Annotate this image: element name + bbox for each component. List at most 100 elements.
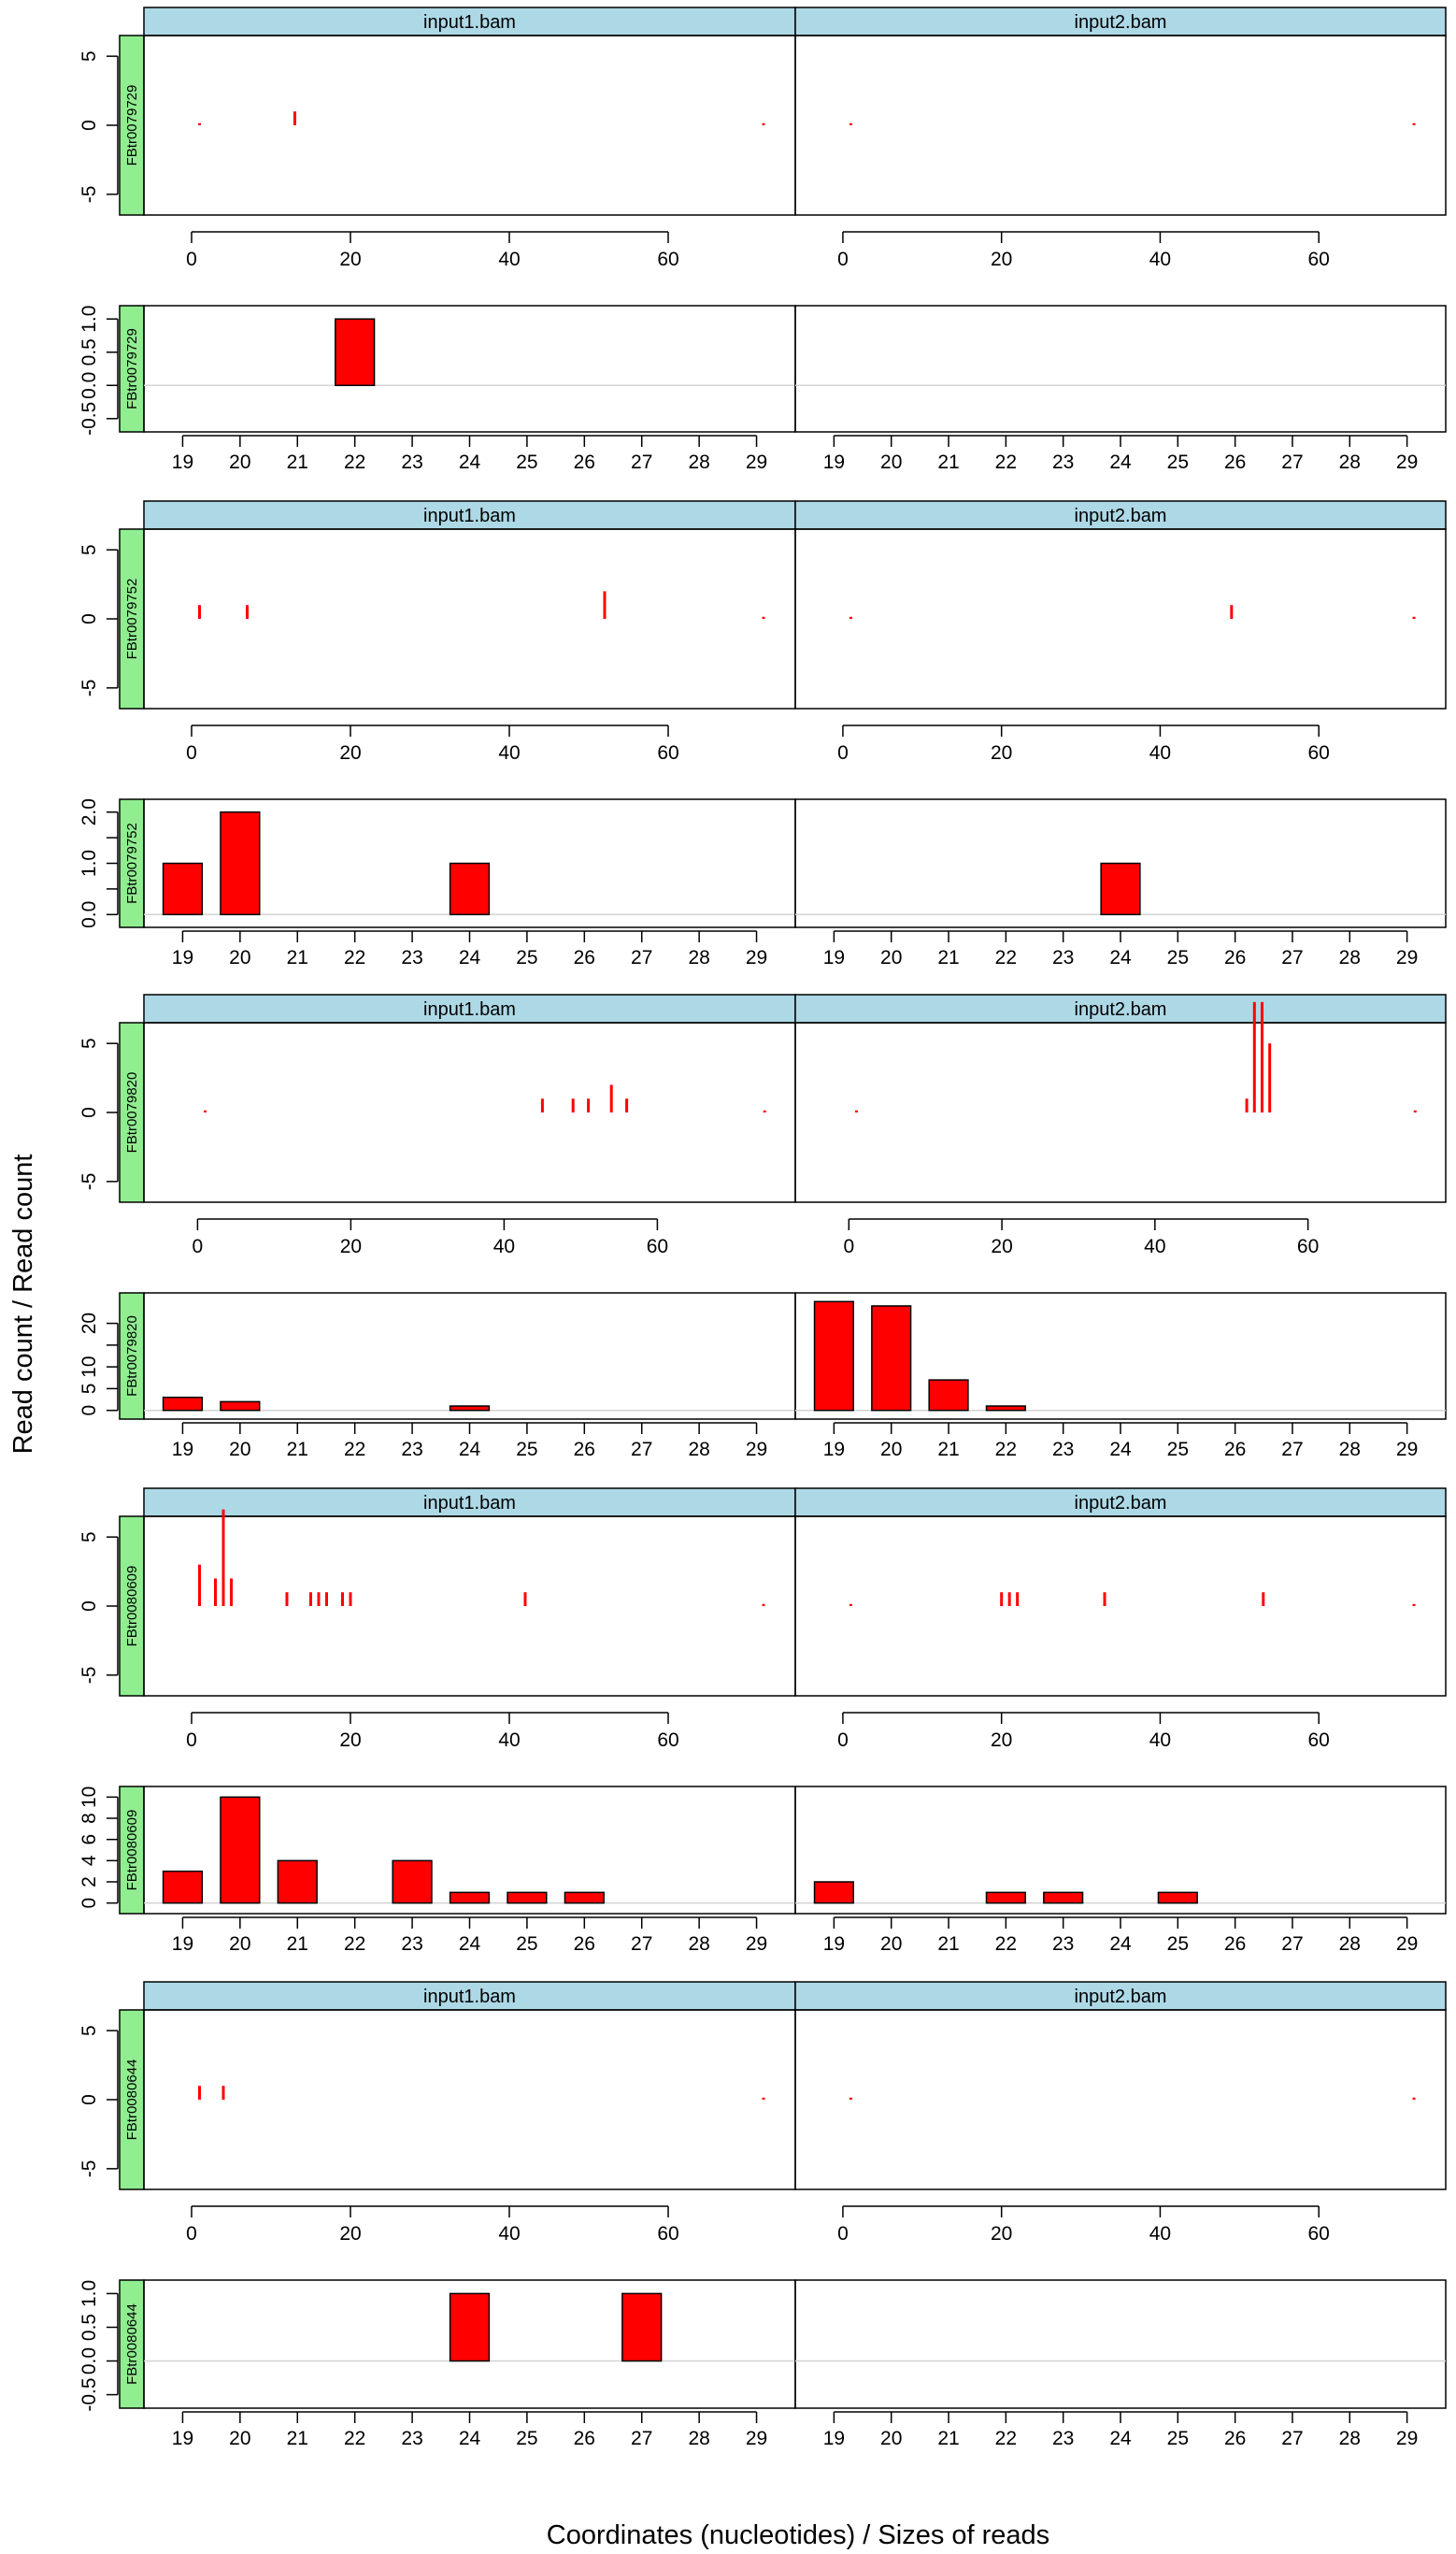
x-tick-label: 24	[459, 2428, 481, 2449]
size-bar	[1043, 1891, 1084, 1904]
x-tick-label: 27	[631, 2428, 652, 2449]
size-bar	[162, 1396, 204, 1412]
x-tick-label: 26	[574, 2428, 595, 2449]
y-tick-label: -5	[79, 1667, 100, 1685]
x-tick-label: 25	[516, 2428, 537, 2449]
x-tick-label: 0	[837, 249, 849, 270]
panel-coverage-fbtr0079752: FBtr0079752 -5 0 5 input1.bam 0 20 40 60 input2.b…	[79, 500, 1447, 764]
size-bar	[449, 2292, 491, 2362]
file-strip-label: input2.bam	[1075, 1987, 1167, 2007]
size-bar	[162, 862, 204, 916]
x-tick-label: 24	[1109, 452, 1132, 473]
x-tick-label: 21	[287, 2428, 308, 2449]
figure-x-axis-label: Coordinates (nucleotides) / Sizes of rea…	[547, 2520, 1049, 2550]
size-bar	[928, 1379, 969, 1412]
x-tick-label: 0	[186, 2223, 197, 2245]
y-tick-label: -5	[79, 680, 100, 697]
x-tick-label: 19	[823, 2428, 845, 2449]
size-bar	[220, 1796, 261, 1904]
x-tick-label: 19	[172, 452, 193, 473]
x-tick-label: 0	[837, 2223, 849, 2245]
x-tick-label: 26	[1224, 452, 1246, 473]
size-bar	[1157, 1891, 1198, 1904]
transcript-label: FBtr0080609	[124, 1810, 140, 1891]
panel-frame	[794, 2009, 1447, 2190]
x-tick-label: 22	[344, 2428, 365, 2449]
x-tick-label: 24	[459, 1933, 481, 1955]
size-bar	[449, 862, 491, 916]
x-tick-label: 25	[1167, 1439, 1189, 1460]
panel-stack: FBtr0079729 -5 0 5 input1.bam 0 20 40 60 input2.b…	[79, 7, 1447, 2449]
x-tick-label: 24	[1109, 1933, 1132, 1955]
file-strip-label: input2.bam	[1075, 12, 1167, 33]
x-tick-label: 20	[880, 947, 902, 969]
x-tick-label: 20	[339, 1729, 361, 1751]
x-tick-label: 26	[574, 452, 595, 473]
x-tick-label: 26	[574, 1439, 595, 1460]
x-tick-label: 27	[631, 1933, 652, 1955]
transcript-label-strip	[119, 1292, 145, 1420]
x-tick-label: 19	[823, 1933, 845, 1955]
x-tick-label: 40	[1149, 1729, 1171, 1751]
transcript-label-strip	[119, 1515, 145, 1697]
x-tick-label: 25	[1167, 452, 1189, 473]
x-tick-label: 20	[991, 1729, 1012, 1751]
y-tick-label: -0.5	[79, 402, 100, 436]
y-tick-label: 1.0	[79, 2280, 100, 2307]
x-tick-label: 21	[287, 1933, 308, 1955]
x-tick-label: 23	[401, 452, 422, 473]
x-tick-label: 28	[1339, 452, 1361, 473]
x-tick-label: 22	[344, 1933, 365, 1955]
x-tick-label: 23	[1052, 1933, 1074, 1955]
x-tick-label: 28	[688, 1439, 709, 1460]
y-tick-label: 0	[79, 1405, 100, 1416]
x-tick-label: 22	[995, 1439, 1017, 1460]
transcript-label: FBtr0079752	[124, 579, 140, 660]
x-tick-label: 20	[229, 1933, 250, 1955]
panel-frame	[143, 35, 796, 216]
x-tick-label: 20	[229, 452, 250, 473]
x-tick-label: 29	[746, 452, 767, 473]
panel-coverage-fbtr0079820: FBtr0079820 -5 0 5 input1.bam 0 20 40 60 input2.b…	[79, 994, 1447, 1257]
x-tick-label: 27	[631, 452, 652, 473]
file-strip-label: input1.bam	[423, 1493, 516, 1514]
transcript-label-strip	[119, 35, 145, 216]
x-tick-label: 40	[493, 1236, 515, 1257]
panel-frame	[143, 528, 796, 710]
x-tick-label: 19	[823, 1439, 845, 1460]
x-tick-label: 26	[1224, 2428, 1246, 2449]
y-tick-label: -0.5	[79, 2377, 100, 2411]
x-tick-label: 0	[186, 1729, 197, 1751]
x-tick-label: 20	[339, 742, 361, 764]
x-tick-label: 25	[516, 947, 537, 969]
x-tick-label: 23	[401, 1933, 422, 1955]
size-bar	[277, 1859, 318, 1904]
x-tick-label: 19	[823, 947, 845, 969]
y-tick-label: 0	[79, 2094, 100, 2105]
x-tick-label: 20	[991, 1236, 1012, 1257]
x-tick-label: 19	[172, 947, 193, 969]
x-tick-label: 27	[1281, 1439, 1303, 1460]
y-tick-label: 20	[79, 1313, 100, 1334]
x-tick-label: 26	[1224, 947, 1246, 969]
x-tick-label: 25	[1167, 2428, 1189, 2449]
y-tick-label: 0	[79, 1107, 100, 1118]
x-tick-label: 60	[1308, 742, 1330, 764]
x-tick-label: 28	[1339, 2428, 1361, 2449]
x-tick-label: 29	[746, 2428, 767, 2449]
y-tick-label: 5	[79, 544, 100, 555]
x-tick-label: 21	[287, 1439, 308, 1460]
x-tick-label: 23	[1052, 1439, 1074, 1460]
size-bar	[813, 1300, 854, 1412]
file-strip	[794, 1487, 1447, 1517]
transcript-label: FBtr0079729	[124, 328, 140, 409]
x-tick-label: 40	[1149, 249, 1171, 270]
y-tick-label: 0	[79, 1600, 100, 1612]
panel-coverage-fbtr0080644: FBtr0080644 -5 0 5 input1.bam 0 20 40 60 input2.b…	[79, 1981, 1447, 2245]
x-tick-label: 28	[688, 1933, 709, 1955]
transcript-label: FBtr0079820	[124, 1072, 140, 1154]
panel-coverage-fbtr0080609: FBtr0080609 -5 0 5 input1.bam 0 20 40 60 input2.b…	[79, 1487, 1447, 1751]
x-tick-label: 60	[657, 742, 678, 764]
y-tick-label: 0.5	[79, 338, 100, 366]
y-tick-label: -5	[79, 1173, 100, 1191]
